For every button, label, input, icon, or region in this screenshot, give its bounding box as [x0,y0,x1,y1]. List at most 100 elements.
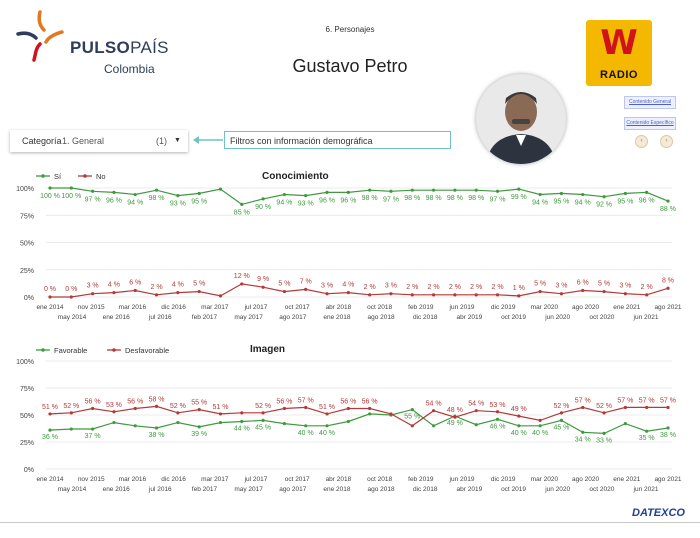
data-label: 4 % [172,282,184,289]
data-point [474,188,478,192]
data-label: 94 % [276,200,292,207]
data-label: 38 % [149,432,165,439]
x-tick-label: ene 2018 [323,486,350,493]
data-point [645,405,649,410]
page-title: Gustavo Petro [292,56,408,76]
data-point [176,291,180,295]
data-point [666,199,670,203]
data-point [91,406,95,411]
x-tick-label: jun 2020 [544,314,570,321]
data-point [368,188,372,192]
x-tick-label: oct 2020 [589,486,614,493]
data-point [325,190,329,194]
data-point [495,410,500,414]
data-label: 5 % [193,281,205,288]
data-label: 2 % [491,284,503,291]
chevron-down-icon: ▼ [174,137,181,144]
data-label: 5 % [534,281,546,288]
data-point [368,293,372,297]
x-tick-label: abr 2019 [457,486,483,493]
data-point [69,411,73,415]
data-point [304,287,308,291]
data-label: 95 % [617,198,633,205]
data-label: 56 % [362,399,378,406]
data-label: 5 % [278,281,290,288]
data-point [69,295,73,299]
data-point [666,426,670,430]
data-label: 90 % [255,204,271,211]
data-label: 36 % [42,434,58,441]
data-label: 55 % [191,400,207,407]
radio-logo-word: RADIO [600,69,638,81]
next-page-icon[interactable]: › [660,135,673,148]
data-point [453,293,457,297]
prev-page-icon[interactable]: ‹ [635,135,648,148]
data-label: 56 % [276,399,292,406]
x-tick-label: oct 2020 [589,314,614,321]
data-point [431,293,436,297]
data-label: 37 % [85,433,101,440]
data-label: 52 % [255,403,271,410]
data-point [666,405,670,410]
specific-content-link[interactable]: Contenido Específico [624,117,676,130]
data-label: 40 % [511,430,527,437]
data-label: 99 % [511,194,527,201]
data-point [474,293,478,297]
data-point [645,190,649,194]
data-point [495,417,500,421]
data-point [133,424,137,428]
data-point [325,412,329,416]
data-point [91,292,95,296]
data-point [176,420,180,425]
data-label: 54 % [426,401,442,408]
data-label: 100 % [40,193,60,200]
data-point [538,289,542,294]
data-label: 48 % [447,407,463,414]
x-tick-label: dic 2016 [161,304,186,311]
data-point [154,188,159,192]
legend-marker [41,348,45,352]
data-point [368,412,372,416]
category-dropdown[interactable]: Categoría 1. General (1) ▼ [10,130,188,152]
series-line [50,187,669,206]
data-label: 8 % [662,277,674,284]
x-tick-label: may 2014 [58,486,87,493]
data-point [48,295,52,299]
legend-marker [83,174,87,178]
legend-marker [41,174,45,178]
x-tick-label: ago 2020 [572,304,599,311]
x-tick-label: jul 2016 [148,314,172,321]
data-label: 2 % [151,284,163,291]
x-tick-label: oct 2017 [285,476,310,483]
data-point [91,189,95,193]
data-point [538,424,542,428]
data-label: 51 % [42,404,58,411]
data-point [474,409,478,413]
data-point [176,194,180,198]
x-tick-label: oct 2019 [501,314,526,321]
x-tick-label: ago 2017 [279,314,306,321]
data-label: 52 % [170,403,186,410]
data-label: 96 % [340,197,356,204]
x-tick-label: may 2014 [58,314,87,321]
data-point [559,418,564,422]
data-label: 3 % [385,283,397,290]
data-point [517,294,521,298]
data-point [240,282,244,286]
y-tick-label: 75% [20,386,34,393]
demographic-filter-box[interactable]: Filtros con información demográfica [224,131,451,149]
section-label: 6. Personajes [325,25,375,34]
data-point [218,412,223,416]
data-label: 93 % [170,201,186,208]
general-content-link[interactable]: Contenido General [624,96,676,109]
data-point [453,415,457,419]
x-tick-label: jul 2016 [148,486,172,493]
x-tick-label: dic 2016 [161,476,186,483]
data-point [112,190,116,194]
data-point [602,431,606,435]
data-point [346,190,350,194]
data-point [666,286,670,290]
brand-subtitle: Colombia [104,62,155,76]
data-point [282,406,287,411]
data-point [410,188,414,192]
